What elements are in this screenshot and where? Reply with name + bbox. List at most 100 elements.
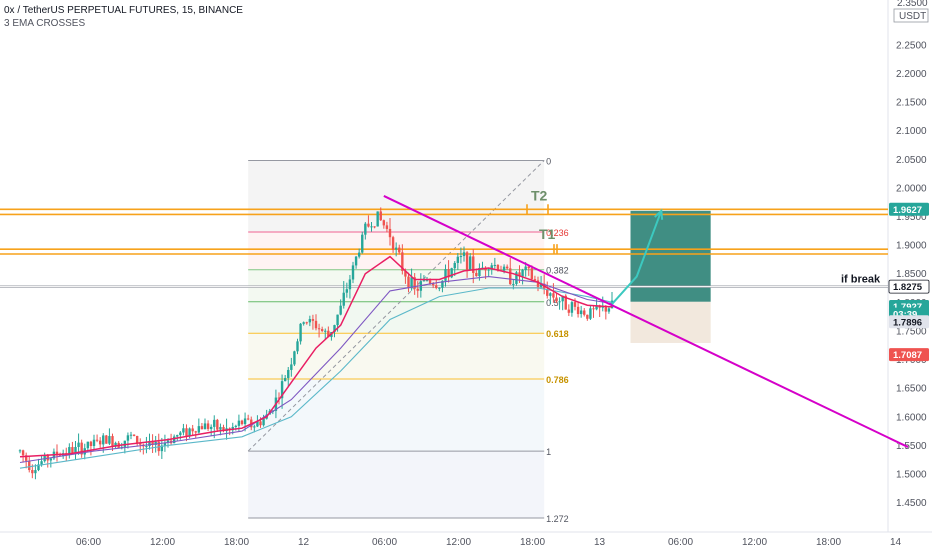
candle-up	[410, 277, 413, 289]
candle-up	[40, 461, 43, 465]
candle-up	[77, 442, 80, 447]
ema-slow-line	[19, 287, 613, 469]
price-label-tag	[889, 348, 929, 362]
candle-down	[552, 293, 555, 298]
candle-down	[576, 306, 580, 315]
candle-up	[86, 441, 90, 449]
x-tick-label: 12:00	[150, 537, 175, 548]
candle-down	[401, 252, 404, 271]
candle-up	[521, 269, 524, 277]
y-tick-label: 1.8500	[896, 269, 927, 280]
fib-zone	[248, 301, 545, 334]
y-tick-label: 2.0500	[896, 155, 927, 166]
indicator-label: 3 EMA CROSSES	[4, 18, 86, 29]
candle-up	[172, 436, 176, 444]
price-label-tag	[889, 315, 929, 329]
candle-up	[459, 256, 463, 258]
candle-up	[438, 287, 441, 289]
candle-down	[222, 427, 225, 432]
descending-trendline[interactable]	[383, 195, 909, 448]
x-tick-label: 18:00	[224, 537, 249, 548]
candle-up	[561, 295, 564, 302]
candle-up	[441, 280, 444, 288]
candle-down	[573, 302, 577, 307]
candle-down	[311, 319, 315, 321]
candle-down	[447, 269, 450, 278]
candle-down	[428, 280, 432, 284]
x-tick-label: 13	[594, 537, 606, 548]
candle-down	[382, 220, 386, 226]
candle-up	[490, 265, 493, 270]
candle-up	[34, 470, 37, 474]
candle-up	[176, 435, 179, 437]
candle-down	[135, 435, 139, 443]
x-tick-label: 18:00	[520, 537, 545, 548]
candle-down	[604, 305, 608, 312]
candle-up	[74, 446, 77, 453]
candle-down	[496, 264, 500, 271]
candle-up	[422, 280, 426, 282]
price-axis-panel[interactable]	[888, 0, 932, 550]
y-tick-label: 1.9500	[896, 212, 927, 223]
candle-up	[188, 428, 191, 437]
candle-down	[24, 455, 28, 461]
candle-down	[327, 330, 330, 338]
y-tick-label: 2.1000	[896, 126, 927, 137]
candle-up	[283, 378, 287, 382]
candle-down	[391, 237, 395, 250]
candle-down	[317, 328, 321, 330]
candle-down	[431, 283, 435, 286]
candle-up	[145, 446, 148, 448]
candle-down	[246, 418, 250, 420]
candle-up	[296, 341, 299, 352]
candle-down	[472, 256, 475, 273]
candle-up	[394, 247, 398, 250]
candle-up	[333, 325, 336, 332]
candle-down	[416, 288, 419, 291]
candle-up	[163, 442, 167, 446]
y-tick-label: 2.2500	[896, 40, 927, 51]
if-break-label: if break	[841, 274, 881, 286]
y-tick-label: 1.4500	[896, 498, 927, 509]
candle-down	[413, 277, 416, 289]
candle-down	[586, 314, 589, 319]
candle-up	[558, 301, 561, 303]
candle-up	[68, 447, 71, 455]
candle-up	[456, 256, 460, 263]
candle-up	[589, 308, 592, 319]
candle-up	[595, 305, 598, 310]
ema-fast-line	[19, 255, 613, 458]
candle-up	[376, 211, 379, 227]
currency-box	[893, 8, 929, 23]
x-tick-label: 06:00	[372, 537, 397, 548]
target-zone	[630, 210, 711, 302]
fib-level-label: 0.618	[546, 329, 569, 339]
candle-down	[465, 252, 469, 270]
candle-up	[280, 381, 284, 399]
y-tick-label: 2.1500	[896, 98, 927, 109]
candle-up	[290, 364, 293, 370]
candle-up	[450, 268, 453, 278]
candle-up	[219, 427, 222, 430]
y-tick-label: 1.6500	[896, 384, 927, 395]
fib-zone	[248, 451, 545, 519]
candle-down	[194, 431, 197, 433]
price-label-text: 1.9627	[893, 205, 922, 216]
candle-down	[567, 309, 571, 313]
candle-up	[524, 266, 527, 270]
candle-down	[509, 268, 512, 285]
candle-up	[361, 234, 364, 253]
candle-down	[518, 272, 521, 277]
candle-up	[478, 268, 481, 277]
fib-zone	[248, 160, 545, 232]
candle-down	[80, 442, 83, 455]
candle-down	[98, 440, 102, 445]
candle-down	[533, 279, 537, 281]
candle-down	[28, 460, 31, 471]
candle-down	[388, 228, 392, 238]
candle-down	[31, 470, 34, 474]
candle-down	[55, 451, 59, 456]
candle-down	[592, 308, 595, 310]
candle-down	[367, 223, 370, 227]
